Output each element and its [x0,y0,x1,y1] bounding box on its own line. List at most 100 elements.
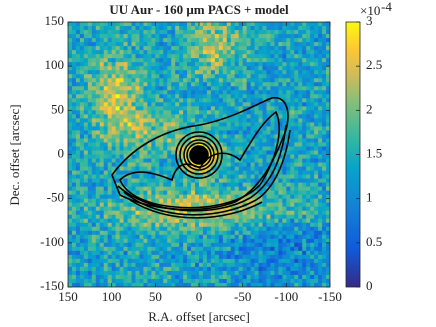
map-cell [159,82,163,86]
map-cell [151,66,155,70]
map-cell [191,267,195,271]
map-cell [203,74,207,78]
map-cell [96,171,100,175]
map-cell [167,98,171,102]
map-cell [231,46,235,50]
map-cell [286,163,290,167]
map-cell [183,46,187,50]
map-cell [171,199,175,203]
map-cell [84,138,88,142]
map-cell [199,231,203,235]
map-cell [72,62,76,66]
map-cell [104,26,108,30]
map-cell [120,122,124,126]
map-cell [84,114,88,118]
map-cell [132,219,136,223]
map-cell [231,30,235,34]
map-cell [147,263,151,267]
map-cell [92,82,96,86]
map-cell [322,42,326,46]
map-cell [251,247,255,251]
map-cell [143,219,147,223]
map-cell [96,70,100,74]
map-cell [310,150,314,154]
map-cell [108,211,112,215]
map-cell [68,134,72,138]
map-cell [318,203,322,207]
map-cell [318,30,322,34]
map-cell [243,247,247,251]
map-cell [120,34,124,38]
map-cell [247,179,251,183]
map-cell [179,235,183,239]
chart-title: UU Aur - 160 μm PACS + model [109,2,289,17]
map-cell [270,267,274,271]
map-cell [80,195,84,199]
map-cell [171,54,175,58]
map-cell [143,183,147,187]
map-cell [195,247,199,251]
map-cell [80,138,84,142]
map-cell [318,58,322,62]
map-cell [187,267,191,271]
map-cell [139,54,143,58]
map-cell [207,82,211,86]
map-cell [84,50,88,54]
map-cell [72,267,76,271]
map-cell [104,38,108,42]
map-cell [282,199,286,203]
map-cell [159,159,163,163]
map-cell [322,263,326,267]
map-cell [207,267,211,271]
map-cell [120,259,124,263]
map-cell [104,114,108,118]
map-cell [112,146,116,150]
map-cell [263,219,267,223]
map-cell [199,183,203,187]
map-cell [108,235,112,239]
map-cell [112,62,116,66]
map-cell [191,106,195,110]
map-cell [290,179,294,183]
map-cell [239,235,243,239]
map-cell [100,251,104,255]
map-cell [183,74,187,78]
map-cell [112,74,116,78]
map-cell [100,46,104,50]
map-cell [155,167,159,171]
map-cell [302,267,306,271]
map-cell [290,38,294,42]
map-cell [92,167,96,171]
map-cell [239,259,243,263]
map-cell [88,110,92,114]
map-cell [104,195,108,199]
map-cell [203,263,207,267]
map-cell [302,247,306,251]
map-cell [322,46,326,50]
map-cell [219,255,223,259]
map-cell [96,235,100,239]
map-cell [104,235,108,239]
map-cell [187,98,191,102]
map-cell [124,263,128,267]
map-cell [215,34,219,38]
map-cell [322,223,326,227]
map-cell [266,255,270,259]
map-cell [231,118,235,122]
map-cell [274,207,278,211]
map-cell [167,191,171,195]
map-cell [247,267,251,271]
map-cell [219,259,223,263]
map-cell [187,227,191,231]
map-cell [286,275,290,279]
map-cell [155,259,159,263]
map-cell [191,279,195,283]
map-cell [251,215,255,219]
map-cell [80,219,84,223]
map-cell [318,130,322,134]
map-cell [124,110,128,114]
map-cell [163,82,167,86]
map-cell [215,114,219,118]
map-cell [270,58,274,62]
map-cell [132,66,136,70]
